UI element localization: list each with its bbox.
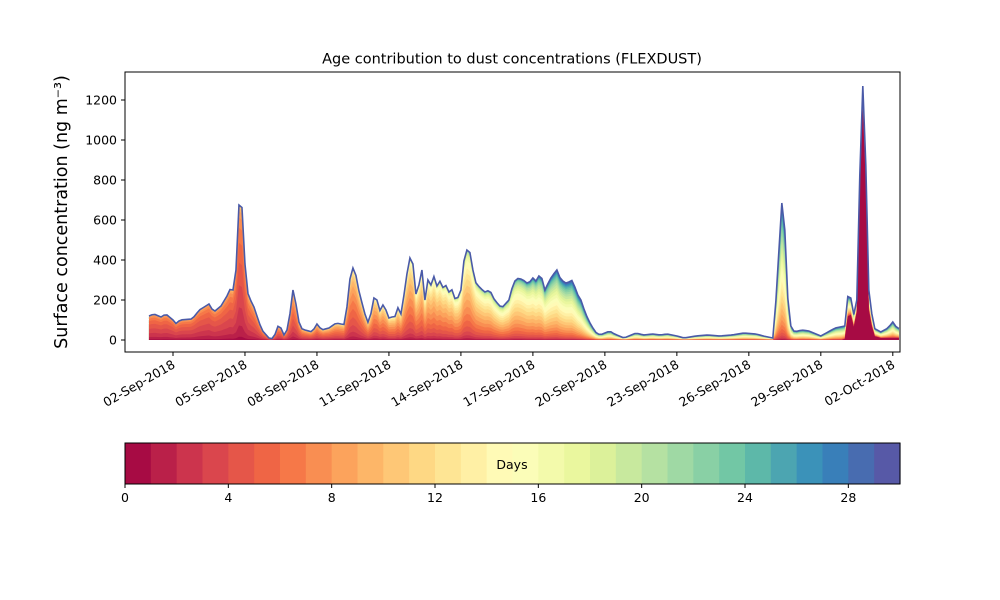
colorbar-cell-22 — [693, 443, 720, 484]
colorbar-tick-label: 16 — [530, 490, 546, 505]
colorbar-cell-12 — [435, 443, 462, 484]
colorbar-cell-0 — [125, 443, 152, 484]
colorbar-cell-2 — [176, 443, 204, 484]
colorbar-cell-4 — [228, 443, 255, 484]
colorbar-cell-15 — [512, 443, 539, 484]
colorbar-cell-11 — [409, 443, 436, 484]
colorbar-cell-1 — [150, 443, 178, 484]
y-axis-label: Surface concentration (ng m⁻³) — [52, 75, 72, 349]
colorbar-cell-13 — [460, 443, 488, 484]
colorbar-ticks: 0 4 8 12 16 20 24 28 — [121, 484, 856, 505]
colorbar-cell-7 — [305, 443, 333, 484]
colorbar-cell-5 — [254, 443, 281, 484]
colorbar-tick-label: 8 — [328, 490, 336, 505]
colorbar-cell-28 — [848, 443, 875, 484]
colorbar-cell-8 — [331, 443, 359, 484]
colorbar-cell-27 — [822, 443, 849, 484]
colorbar: Days 0 4 8 12 16 20 24 28 — [121, 442, 901, 505]
colorbar-cell-24 — [745, 443, 772, 484]
y-tick-label: 1200 — [85, 93, 117, 108]
colorbar-cell-6 — [280, 443, 307, 484]
colorbar-cell-3 — [202, 443, 229, 484]
y-tick-label: 600 — [93, 213, 117, 228]
colorbar-cell-17 — [564, 443, 591, 484]
colorbar-cell-9 — [357, 443, 384, 484]
colorbar-cell-23 — [719, 443, 746, 484]
colorbar-label: Days — [496, 457, 527, 472]
colorbar-cell-20 — [641, 443, 669, 484]
colorbar-cell-29 — [874, 443, 901, 484]
colorbar-frame — [124, 442, 901, 485]
colorbar-tick-label: 20 — [634, 490, 650, 505]
y-axis: 0 200 400 600 800 1000 1200 — [85, 93, 125, 348]
y-tick-label: 200 — [93, 293, 117, 308]
total-concentration-line — [148, 85, 900, 340]
colorbar-cell-14 — [486, 443, 514, 484]
y-tick-label: 400 — [93, 253, 117, 268]
colorbar-cell-10 — [383, 443, 410, 484]
chart-title: Age contribution to dust concentrations … — [322, 52, 702, 68]
colorbar-tick-label: 12 — [427, 490, 443, 505]
age-band-areas — [148, 85, 900, 341]
colorbar-cells — [125, 443, 901, 484]
colorbar-cell-26 — [796, 443, 824, 484]
colorbar-tick-label: 0 — [121, 490, 129, 505]
colorbar-cell-21 — [667, 443, 694, 484]
colorbar-tick-label: 28 — [840, 490, 856, 505]
colorbar-tick-label: 24 — [737, 490, 753, 505]
y-tick-label: 0 — [109, 333, 117, 348]
colorbar-cell-18 — [590, 443, 617, 484]
age-band-area-4-5-days — [148, 108, 899, 340]
y-tick-label: 800 — [93, 173, 117, 188]
y-tick-label: 1000 — [85, 133, 117, 148]
colorbar-cell-16 — [538, 443, 565, 484]
colorbar-cell-19 — [615, 443, 643, 484]
colorbar-cell-25 — [770, 443, 798, 484]
plot-frame — [124, 71, 901, 353]
colorbar-tick-label: 4 — [224, 490, 232, 505]
